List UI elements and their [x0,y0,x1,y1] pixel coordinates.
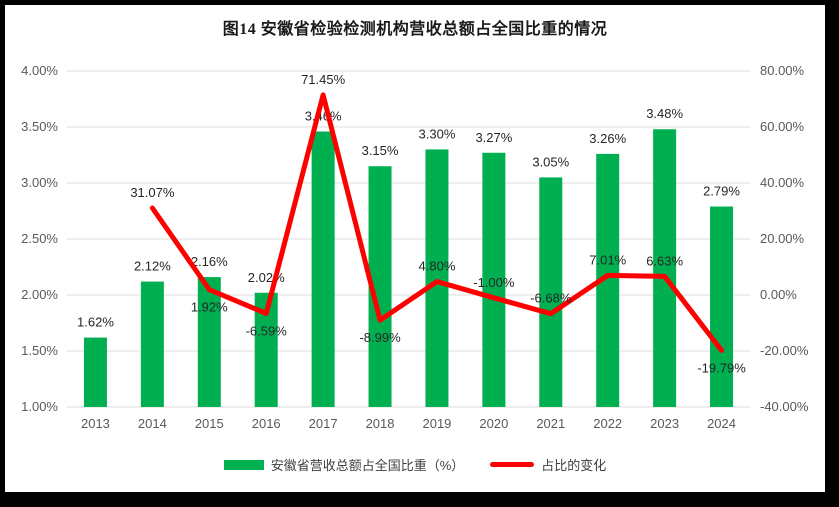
legend-item-bar-series: 安徽省营收总额占全国比重（%） [223,455,465,474]
bar-label-2022: 3.26% [589,131,626,146]
right-axis-tick: 20.00% [760,231,805,246]
left-axis-tick: 3.50% [21,119,58,134]
left-axis-tick: 3.00% [21,175,58,190]
legend-item-line-series: 占比的变化 [490,455,606,474]
bar-series-swatch [223,459,264,470]
line-label-2022: 7.01% [589,252,626,267]
left-axis-tick: 1.00% [21,399,58,414]
bar-2014 [140,281,164,407]
line-label-2021: -6.68% [530,291,572,306]
right-axis-tick: 40.00% [760,175,805,190]
right-axis-tick: 60.00% [760,119,805,134]
bar-series-label: 安徽省营收总额占全国比重（%） [270,458,465,473]
bar-label-2020: 3.27% [475,130,512,145]
bar-label-2018: 3.15% [362,143,399,158]
x-label-2019: 2019 [422,416,451,431]
x-label-2014: 2014 [138,416,167,431]
right-axis-tick: 80.00% [760,63,805,78]
bar-2023 [653,129,677,407]
bar-label-2017: 3.46% [305,108,342,123]
x-label-2013: 2013 [81,416,110,431]
bar-2024 [710,206,734,407]
right-axis-tick: -40.00% [760,399,809,414]
bar-2015 [197,277,221,407]
x-label-2017: 2017 [309,416,338,431]
x-label-2020: 2020 [479,416,508,431]
left-axis-tick: 1.50% [21,343,58,358]
chart-title: 图14 安徽省检验检测机构营收总额占全国比重的情况 [222,21,608,38]
line-label-2018: -8.99% [359,330,401,345]
chart-canvas: 4.00% 80.00% 3.50% 60.00% 3.00% 40.00% 2.50% 20… [21,63,809,431]
x-label-2024: 2024 [707,416,736,431]
right-axis-tick: -20.00% [760,343,809,358]
line-series-label: 占比的变化 [541,458,607,473]
line-label-2020: -1.00% [473,275,515,290]
bar-2022 [596,153,620,407]
x-label-2021: 2021 [536,416,565,431]
bar-2017 [311,131,335,407]
x-label-2015: 2015 [195,416,224,431]
bar-2016 [254,292,278,407]
change-line [149,92,725,353]
x-label-2023: 2023 [650,416,679,431]
line-label-2023: 6.63% [646,253,683,268]
bar-2018 [368,166,392,407]
legend: 安徽省营收总额占全国比重（%） 占比的变化 [5,455,825,474]
x-label-2018: 2018 [366,416,395,431]
left-axis-tick: 4.00% [21,63,58,78]
line-label-2019: 4.80% [419,259,456,274]
line-label-2017: 71.45% [301,72,346,87]
bar-label-2019: 3.30% [419,126,456,141]
line-label-2024: -19.79% [697,360,746,375]
bar-2013 [83,337,107,407]
x-label-2022: 2022 [593,416,622,431]
right-axis-tick: 0.00% [760,287,797,302]
bar-label-2021: 3.05% [532,154,569,169]
line-label-2016: -6.59% [246,323,288,338]
bar-label-2015: 2.16% [191,254,228,269]
line-series-swatch [490,462,535,467]
left-axis-tick: 2.00% [21,287,58,302]
bar-label-2013: 1.62% [77,315,114,330]
bar-2019 [425,149,449,407]
bar-label-2023: 3.48% [646,106,683,121]
bar-2021 [539,177,563,407]
bar-label-2014: 2.12% [134,259,171,274]
line-label-2015: 1.92% [191,300,228,315]
line-label-2014: 31.07% [130,185,175,200]
bar-label-2024: 2.79% [703,184,740,199]
left-axis-tick: 2.50% [21,231,58,246]
bar-2020 [482,152,506,407]
x-label-2016: 2016 [252,416,281,431]
